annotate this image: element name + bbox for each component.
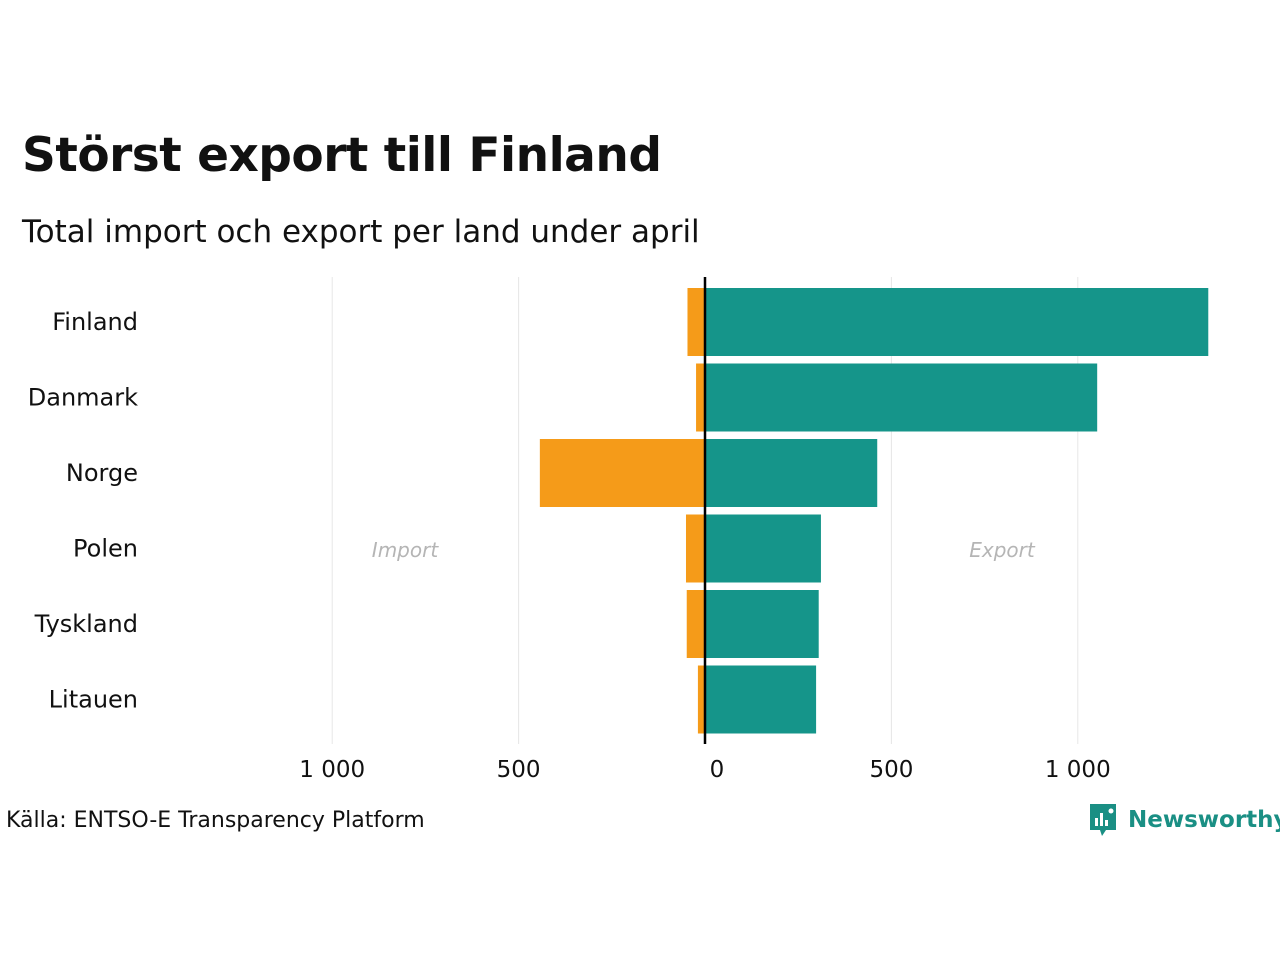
import-bar xyxy=(696,363,705,432)
category-label: Norge xyxy=(66,459,138,487)
category-label: Finland xyxy=(52,308,138,336)
import-bar xyxy=(697,665,705,734)
x-tick-label: 0 xyxy=(710,757,725,783)
export-bar xyxy=(705,288,1209,356)
export-bar xyxy=(705,439,878,507)
x-tick-label: 500 xyxy=(497,757,541,783)
newsworthy-logo: Newsworthy xyxy=(1088,802,1280,838)
export-bar xyxy=(705,363,1098,432)
x-tick-label: 1 000 xyxy=(299,757,365,783)
export-bar xyxy=(705,590,819,658)
newsworthy-logo-icon xyxy=(1090,804,1116,836)
export-bar xyxy=(705,514,821,583)
category-label: Danmark xyxy=(28,384,138,412)
import-annotation: Import xyxy=(372,538,440,562)
x-tick-label: 500 xyxy=(869,757,913,783)
export-annotation: Export xyxy=(969,538,1036,562)
category-label: Litauen xyxy=(49,686,138,714)
import-bar xyxy=(686,590,705,658)
source-note: Källa: ENTSO-E Transparency Platform xyxy=(6,808,425,833)
export-bar xyxy=(705,665,817,734)
import-bar xyxy=(687,288,705,356)
import-bar xyxy=(539,439,705,507)
chart-subtitle: Total import och export per land under a… xyxy=(22,214,700,250)
chart-title: Störst export till Finland xyxy=(22,128,662,183)
import-bar xyxy=(685,514,705,583)
newsworthy-logo-text: Newsworthy xyxy=(1128,807,1280,833)
category-label: Polen xyxy=(73,535,138,563)
x-tick-label: 1 000 xyxy=(1045,757,1111,783)
category-label: Tyskland xyxy=(34,610,138,638)
